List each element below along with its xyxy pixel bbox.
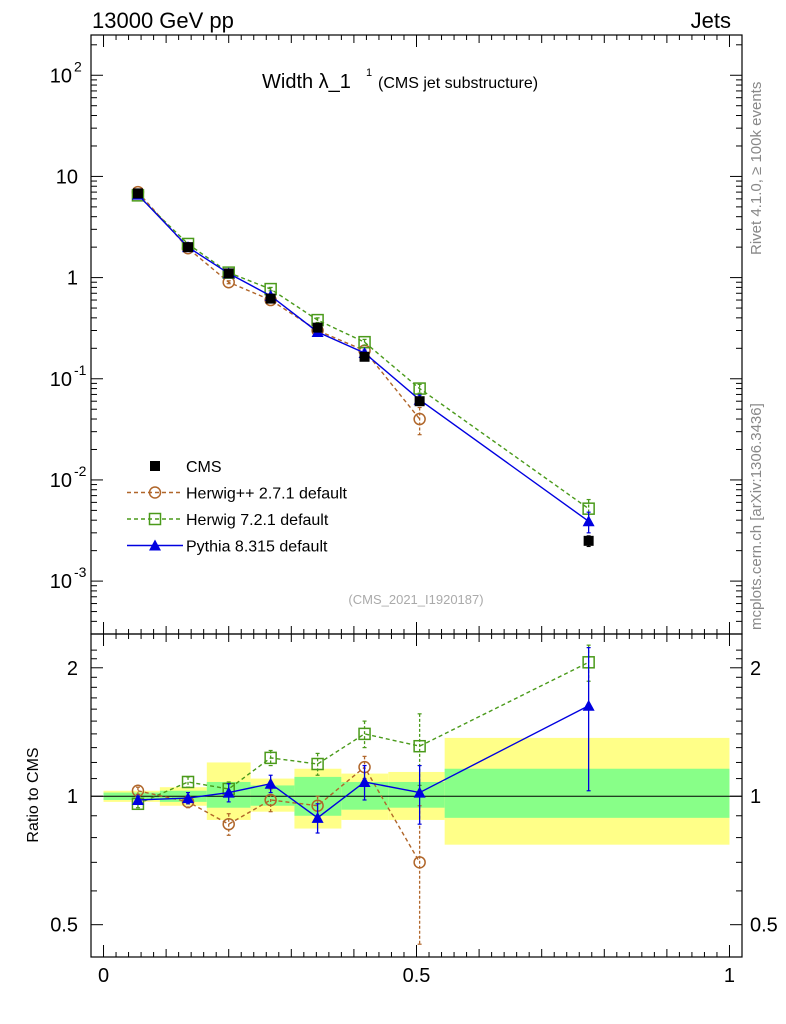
ratio-point-herwig-2-7-1-default (413, 856, 426, 869)
legend-marker (148, 512, 162, 526)
ratio-y-tick-label-right: 0.5 (750, 915, 778, 937)
main-y-tick-label: 1 (67, 268, 78, 290)
main-point-cms (223, 268, 234, 279)
ratio-y-tick-label-left: 2 (67, 658, 78, 680)
chart-title-superscript: 1 (366, 67, 372, 79)
ratio-point-pythia-8-315-default (413, 786, 426, 798)
legend-label: Herwig 7.2.1 default (186, 512, 329, 529)
main-point-cms (312, 322, 323, 333)
main-y-tick-exponent: -2 (74, 463, 87, 479)
ratio-point-herwig-7-2-1-default (181, 775, 195, 789)
ratio-y-tick-label-right: 1 (750, 786, 761, 808)
ratio-point-herwig-7-2-1-default (264, 751, 277, 765)
main-y-tick-exponent: -1 (74, 362, 87, 378)
main-y-tick-label: 10 (50, 369, 72, 391)
header-process-label: 13000 GeV pp (92, 8, 234, 33)
main-y-tick-exponent: 2 (74, 58, 82, 74)
main-point-cms (265, 293, 276, 304)
main-y-tick-label: 10 (56, 166, 78, 188)
ratio-point-pythia-8-315-default (222, 786, 235, 798)
ratio-point-herwig-2-7-1-default (222, 817, 235, 831)
ratio-point-pythia-8-315-default (311, 811, 324, 823)
ratio-point-herwig-2-7-1-default (264, 793, 277, 807)
chart-title: Width λ_1 (262, 71, 351, 93)
ratio-y-tick-label-right: 2 (750, 658, 761, 680)
ratio-point-herwig-7-2-1-default (311, 757, 324, 771)
ratio-point-pythia-8-315-default (582, 699, 595, 711)
main-line-pythia-8-315-default (137, 194, 590, 522)
main-point-cms (583, 535, 594, 546)
main-y-tick-label: 10 (50, 470, 72, 492)
main-y-tick-label: 10 (50, 65, 72, 87)
header-category-label: Jets (690, 8, 731, 33)
ratio-line-herwig-7-2-1-default (137, 661, 589, 805)
legend-label: Pythia 8.315 default (186, 539, 328, 556)
legend-marker (149, 539, 161, 551)
main-point-cms (414, 396, 425, 407)
ratio-point-herwig-7-2-1-default (413, 739, 426, 753)
ratio-line-pythia-8-315-default (137, 705, 589, 819)
main-line-herwig-2-7-1-default (137, 191, 421, 420)
legend-label: Herwig++ 2.7.1 default (186, 486, 348, 503)
chart-subtitle: (CMS jet substructure) (378, 75, 538, 92)
ratio-point-pythia-8-315-default (182, 792, 195, 804)
ratio-x-tick-label: 0.5 (403, 965, 431, 987)
legend-label: CMS (186, 459, 222, 476)
ratio-point-pythia-8-315-default (131, 793, 144, 805)
main-point-cms (132, 188, 143, 199)
main-y-tick-label: 10 (50, 571, 72, 593)
ratio-x-tick-label: 0 (98, 965, 109, 987)
main-point-cms (359, 351, 370, 362)
analysis-watermark: (CMS_2021_I1920187) (348, 592, 483, 607)
ratio-point-pythia-8-315-default (264, 777, 277, 789)
legend-marker-data (150, 461, 160, 471)
ratio-band-green (444, 768, 730, 818)
ratio-point-pythia-8-315-default (358, 775, 371, 787)
ratio-y-axis-label: Ratio to CMS (25, 747, 42, 842)
main-point-herwig-2-7-1-default (413, 412, 426, 426)
ratio-x-tick-label: 1 (724, 965, 735, 987)
ratio-y-tick-label-left: 0.5 (50, 915, 78, 937)
ratio-y-tick-label-left: 1 (67, 786, 78, 808)
main-point-cms (183, 242, 194, 253)
main-point-pythia-8-315-default (582, 515, 595, 527)
main-y-tick-exponent: -3 (74, 564, 87, 580)
ratio-point-herwig-7-2-1-default (358, 727, 371, 741)
main-line-herwig-7-2-1-default (137, 194, 590, 510)
legend-marker (148, 486, 162, 499)
